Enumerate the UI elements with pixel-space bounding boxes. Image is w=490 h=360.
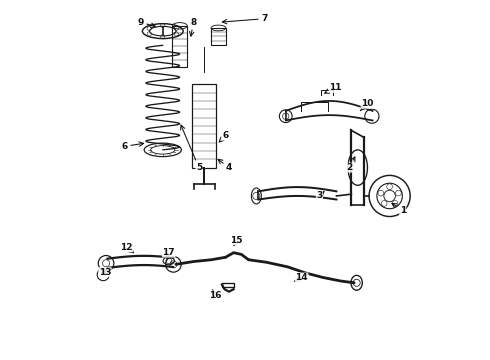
Text: 10: 10 [360, 99, 373, 111]
Text: 7: 7 [222, 14, 268, 24]
Text: 13: 13 [99, 267, 111, 276]
Text: 6: 6 [219, 131, 229, 142]
Text: 12: 12 [120, 243, 133, 253]
Text: 14: 14 [294, 273, 308, 282]
Text: 11: 11 [325, 84, 342, 93]
Text: 6: 6 [122, 142, 144, 151]
Text: 1: 1 [392, 203, 406, 215]
Text: 17: 17 [163, 248, 175, 258]
Text: 5: 5 [181, 125, 202, 172]
Text: 15: 15 [230, 236, 243, 246]
Text: 4: 4 [218, 159, 232, 172]
Text: 3: 3 [317, 192, 324, 201]
Text: 8: 8 [190, 18, 196, 36]
Text: 16: 16 [209, 290, 221, 300]
Text: 9: 9 [137, 18, 155, 27]
Text: 2: 2 [346, 157, 355, 172]
